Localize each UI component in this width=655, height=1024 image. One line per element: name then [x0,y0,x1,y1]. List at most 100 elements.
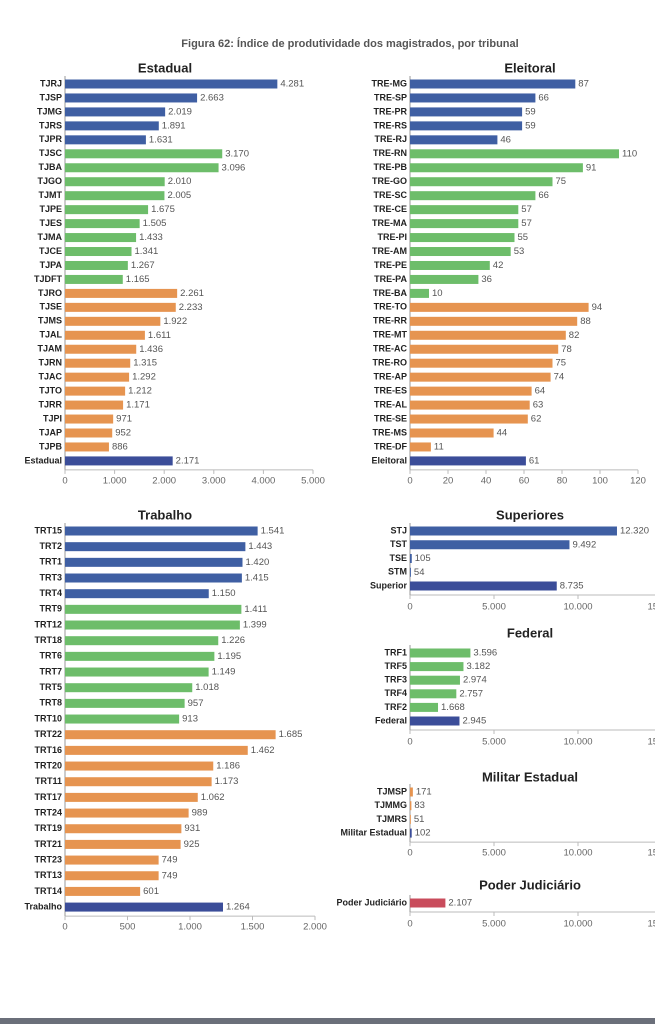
value-label: 601 [143,886,159,897]
category-label: TJES [39,218,62,228]
category-label: TRE-AM [372,246,407,256]
value-label: 749 [162,870,178,881]
bar [410,662,464,672]
bar [65,636,219,646]
value-label: 1.436 [139,344,163,355]
bar [410,567,411,577]
category-label: TRT11 [35,776,62,786]
category-label: TRT4 [40,588,63,598]
category-label: TJRR [38,399,62,409]
category-label: TRE-RR [373,316,407,326]
bar [410,675,460,685]
bar [65,761,214,771]
value-label: 1.685 [279,729,303,740]
category-label: TRE-PA [374,274,407,284]
bar [410,414,528,424]
chart-title: Trabalho [138,507,192,522]
category-label: TJMT [39,190,63,200]
category-label: TJPE [39,204,62,214]
value-label: 59 [525,120,536,131]
bar [65,902,223,912]
bar [65,604,242,614]
x-tick-label: 5.000 [301,476,325,487]
value-label: 44 [497,428,508,439]
bar [410,330,566,340]
bar [65,777,212,787]
value-label: 931 [184,823,200,834]
bar [65,667,209,677]
x-tick-label: 5.000 [482,919,506,930]
value-label: 171 [416,787,432,798]
value-label: 3.596 [473,648,497,659]
value-label: 2.261 [180,288,204,299]
category-label: TRT3 [40,572,63,582]
x-tick-label: 15.000 [647,737,655,748]
value-label: 913 [182,714,198,725]
bar [65,792,198,802]
value-label: 1.018 [195,682,219,693]
bar [410,400,530,410]
bar [65,557,243,567]
category-label: TRT24 [34,807,62,817]
value-label: 2.171 [176,455,200,466]
bar [410,554,412,563]
x-tick-label: 2.000 [152,476,176,487]
bar [410,442,431,452]
category-label: Eleitoral [371,455,407,465]
category-label: TRE-AL [374,399,407,409]
value-label: 61 [529,455,540,466]
value-label: 10 [432,288,443,299]
value-label: 1.631 [149,134,173,145]
value-label: 88 [580,316,591,327]
bar [410,79,576,89]
value-label: 1.341 [135,246,159,257]
category-label: TJSC [39,148,63,158]
bar [410,814,411,824]
category-label: TJTO [39,385,62,395]
category-label: TJSP [39,92,62,102]
x-tick-label: 0 [407,848,412,859]
category-label: TRF5 [385,661,408,671]
category-label: TRF3 [385,675,408,685]
category-label: TRT17 [34,792,62,802]
category-label: TJMA [38,232,63,242]
bar [65,330,145,340]
bar [410,648,471,658]
value-label: 989 [192,808,208,819]
bar [410,247,511,257]
bar [410,540,570,550]
bar [65,219,140,229]
category-label: TJRS [39,120,62,130]
bar [410,219,519,229]
bar [65,824,182,834]
x-tick-label: 0 [407,476,412,487]
value-label: 8.735 [560,581,584,592]
bar [410,344,559,354]
chart-title: Militar Estadual [482,769,578,784]
bar [65,302,176,312]
value-label: 51 [414,814,425,825]
category-label: TJRJ [40,78,62,88]
category-label: TJMG [37,106,62,116]
value-label: 1.411 [244,604,267,615]
bar [65,260,128,270]
bar [410,121,523,131]
category-label: TRE-MA [372,218,407,228]
value-label: 1.922 [163,316,187,327]
category-label: TJAM [38,344,63,354]
x-tick-label: 20 [443,476,454,487]
value-label: 4.281 [280,79,304,90]
bar [65,316,161,326]
bar [410,428,494,438]
value-label: 55 [518,232,529,243]
value-label: 2.945 [462,716,486,727]
category-label: Poder Judiciário [336,897,407,907]
x-tick-label: 10.000 [563,919,592,930]
value-label: 78 [561,344,572,355]
x-tick-label: 120 [630,476,646,487]
value-label: 1.443 [248,541,272,552]
value-label: 62 [531,414,542,425]
category-label: TRT6 [40,651,63,661]
bar [65,93,198,103]
category-label: TRE-MG [372,78,408,88]
